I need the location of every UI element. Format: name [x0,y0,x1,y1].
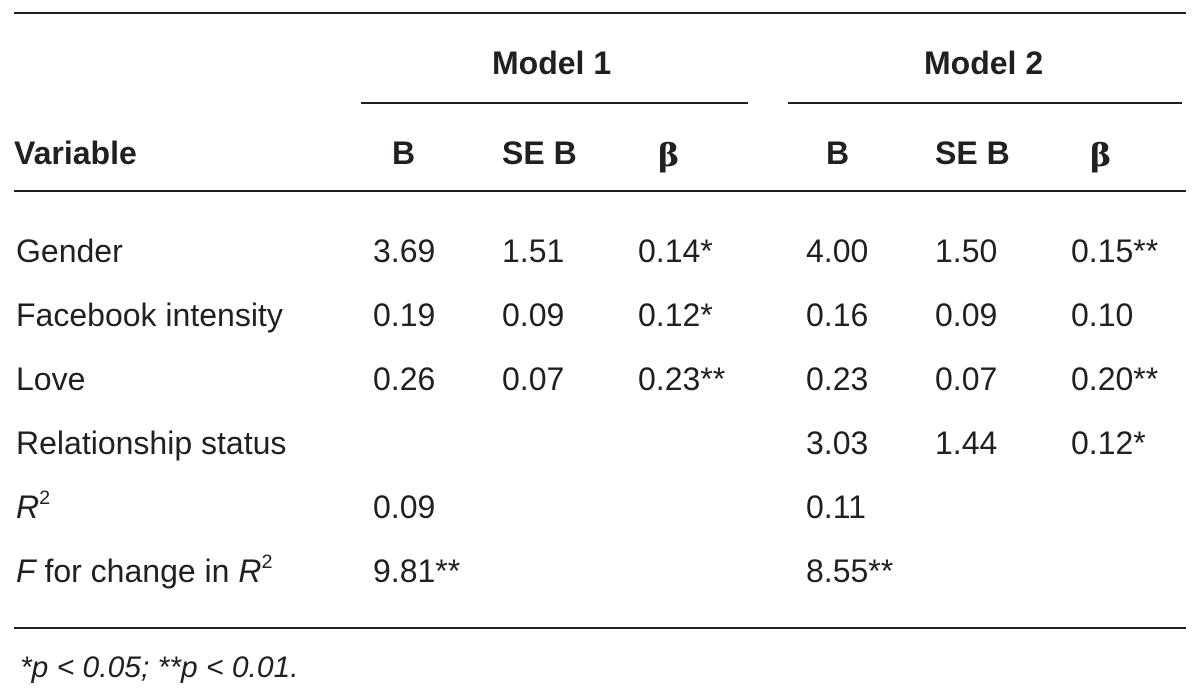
cell: 0.12* [1071,425,1146,461]
col-header-beta-model-2: β [1090,136,1112,174]
cell: 0.09 [373,489,436,525]
col-header-seb-model-1: SE B [502,135,577,171]
cell: 0.09 [935,297,998,333]
cell: 3.69 [373,233,436,269]
cell: 1.51 [502,233,565,269]
cell: 0.10 [1071,297,1134,333]
cell: 0.09 [502,297,565,333]
col-header-variable: Variable [14,135,137,171]
model-2-underline [788,102,1182,104]
cell: 0.23** [638,361,726,397]
cell: 0.16 [806,297,869,333]
row-label: Relationship status [16,425,287,461]
cell: 0.07 [935,361,998,397]
header-rule [14,190,1186,192]
f-symbol: F [16,553,36,589]
row-label: Facebook intensity [16,297,283,333]
cell: 0.26 [373,361,436,397]
cell: 0.07 [502,361,565,397]
cell: 0.20** [1071,361,1159,397]
group-header-model-1: Model 1 [492,45,612,81]
col-header-beta-model-1: β [658,136,680,174]
table-footnote: *p < 0.05; **p < 0.01. [20,651,299,684]
r-symbol: R [16,489,40,525]
cell: 0.11 [806,489,866,525]
bottom-rule [14,627,1186,629]
row-label: F for change in R2 [16,551,272,591]
superscript: 2 [39,487,51,510]
cell: 1.50 [935,233,998,269]
cell: 0.12* [638,297,713,333]
row-label: Love [16,361,86,397]
cell: 8.55** [806,553,894,589]
col-header-b-model-2: B [826,135,850,171]
cell: 0.23 [806,361,869,397]
cell: 0.15** [1071,233,1159,269]
cell: 3.03 [806,425,869,461]
row-label: Gender [16,233,123,269]
group-header-model-2: Model 2 [924,45,1044,81]
r-symbol: R [238,553,262,589]
model-1-underline [361,102,748,104]
row-label-text: for change in [35,553,239,589]
cell: 0.14* [638,233,713,269]
cell: 4.00 [806,233,869,269]
superscript: 2 [261,551,273,574]
cell: 0.19 [373,297,436,333]
top-rule [14,12,1186,14]
col-header-b-model-1: B [392,135,416,171]
col-header-seb-model-2: SE B [935,135,1010,171]
cell: 1.44 [935,425,998,461]
row-label: R2 [16,487,50,527]
cell: 9.81** [373,553,461,589]
